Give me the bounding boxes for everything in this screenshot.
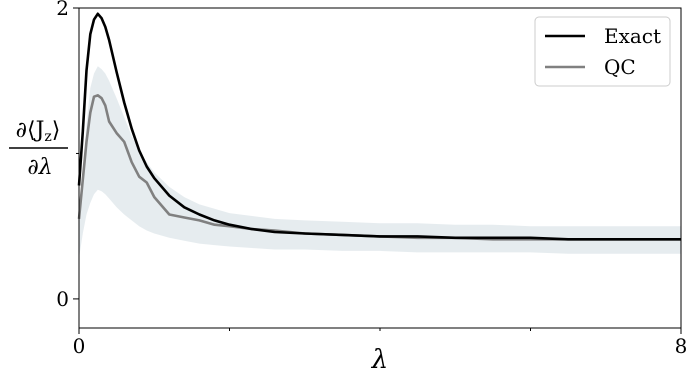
y-tick-label: 2: [56, 0, 69, 20]
legend: Exact QC: [534, 16, 671, 87]
x-tick-label: 8: [675, 334, 687, 358]
y-axis-label-numerator: ∂⟨J: [16, 118, 45, 143]
x-tick-label: 0: [73, 334, 86, 358]
legend-box: [534, 16, 671, 87]
legend-label-qc: QC: [604, 55, 636, 79]
y-axis-label-subscript: z: [44, 129, 51, 145]
svg-text:∂⟨Jz⟩: ∂⟨Jz⟩: [16, 118, 61, 145]
axes: 0 8 0 2: [56, 0, 687, 358]
y-axis-label: ∂⟨Jz⟩ ∂λ: [9, 118, 68, 180]
y-axis-label-close: ⟩: [52, 118, 61, 143]
x-axis-label: λ: [371, 345, 388, 372]
y-tick-label: 0: [56, 287, 69, 311]
y-axis-label-denominator: ∂λ: [27, 155, 52, 180]
legend-label-exact: Exact: [604, 24, 661, 48]
plot-frame: [78, 7, 682, 329]
series-line-exact: [77, 12, 681, 241]
